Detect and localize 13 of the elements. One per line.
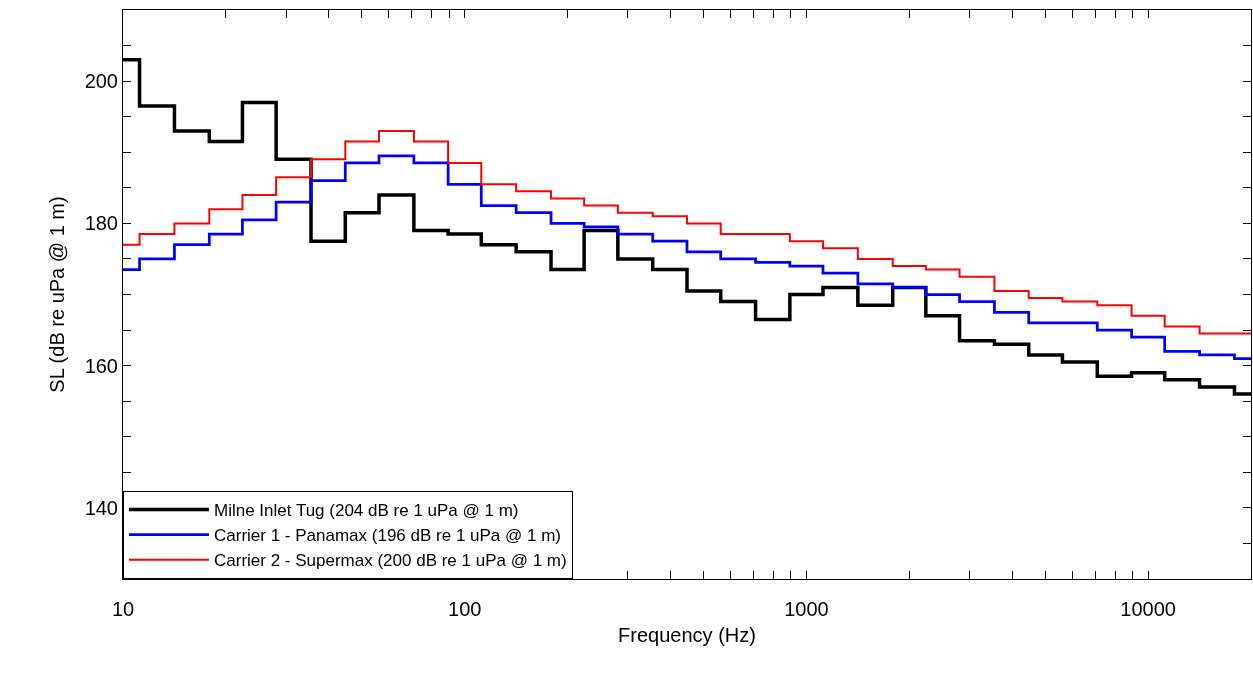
x-tick-label: 10000 [1120, 598, 1176, 620]
x-tick-label: 1000 [784, 598, 829, 620]
x-axis-title: Frequency (Hz) [618, 623, 756, 646]
y-tick-label: 160 [84, 354, 118, 377]
y-tick-label: 200 [84, 70, 118, 93]
y-tick-label: 180 [84, 212, 118, 235]
legend-label: Milne Inlet Tug (204 dB re 1 uPa @ 1 m) [214, 501, 519, 521]
y-axis-title: SL (dB re uPa @ 1 m) [46, 196, 69, 393]
x-tick-label: 10 [111, 598, 135, 620]
y-tick-label: 140 [84, 496, 118, 519]
x-tick-label: 100 [448, 598, 482, 620]
legend-label: Carrier 1 - Panamax (196 dB re 1 uPa @ 1 m) [214, 526, 562, 546]
legend-label: Carrier 2 - Supermax (200 dB re 1 uPa @ 1 m) [214, 551, 567, 571]
